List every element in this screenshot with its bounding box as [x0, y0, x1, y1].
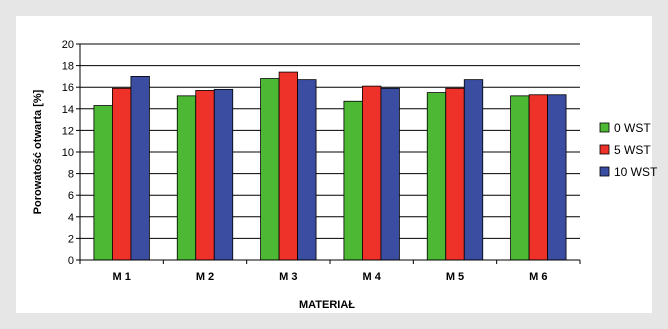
bar-5-wst-m3 — [278, 71, 298, 261]
y-tick-label: 16 — [62, 82, 74, 94]
y-tick-label: 18 — [62, 61, 74, 73]
bar-0-wst-m6 — [510, 95, 530, 261]
x-tick-label: M 5 — [446, 271, 464, 283]
legend-label: 0 WST — [614, 121, 651, 135]
bars — [93, 71, 567, 261]
bar-10-wst-m6 — [547, 94, 567, 261]
legend-swatch — [599, 122, 610, 133]
y-axis-title: Porowatość otwarta [%] — [32, 89, 44, 214]
y-tick-label: 0 — [68, 255, 74, 267]
bar-0-wst-m3 — [260, 78, 280, 261]
y-tick-label: 8 — [68, 169, 74, 181]
x-tick-label: M 1 — [112, 271, 130, 283]
y-tick-label: 14 — [62, 104, 74, 116]
legend-label: 10 WST — [614, 165, 658, 179]
legend-label: 5 WST — [614, 143, 651, 157]
legend-swatch — [599, 166, 610, 177]
bar-5-wst-m2 — [195, 90, 215, 261]
y-tick-label: 4 — [68, 212, 74, 224]
x-tick-label: M 3 — [279, 271, 297, 283]
bar-5-wst-m5 — [445, 87, 465, 261]
legend: 0 WST 5 WST 10 WST — [599, 121, 658, 179]
y-tick-label: 10 — [62, 147, 74, 159]
bar-0-wst-m5 — [426, 92, 447, 261]
x-axis-title: MATERIAŁ — [299, 299, 355, 311]
bar-0-wst-m4 — [343, 100, 363, 261]
y-tick-label: 20 — [62, 39, 74, 51]
y-tick-labels: 0 2 4 6 8 10 12 14 16 18 20 — [62, 39, 74, 267]
bar-0-wst-m1 — [93, 105, 113, 261]
bar-0-wst-m2 — [176, 95, 197, 261]
bar-10-wst-m4 — [380, 87, 400, 261]
x-tick-labels: M 1 M 2 M 3 M 4 M 5 M 6 — [112, 271, 547, 283]
y-tick-label: 12 — [62, 125, 74, 137]
y-tick-label: 6 — [68, 190, 74, 202]
y-tick-label: 2 — [68, 233, 74, 245]
bar-5-wst-m6 — [528, 94, 548, 261]
x-tick-label: M 4 — [362, 271, 381, 283]
bar-10-wst-m1 — [130, 76, 150, 261]
x-tick-label: M 2 — [196, 271, 214, 283]
gridlines — [80, 43, 580, 239]
bar-10-wst-m5 — [463, 79, 484, 261]
x-tick-label: M 6 — [529, 271, 547, 283]
bar-10-wst-m3 — [297, 79, 317, 261]
legend-swatch — [599, 144, 610, 155]
bar-5-wst-m1 — [112, 87, 132, 261]
bar-5-wst-m4 — [362, 85, 382, 261]
bar-10-wst-m2 — [213, 88, 234, 261]
axes — [76, 43, 581, 264]
